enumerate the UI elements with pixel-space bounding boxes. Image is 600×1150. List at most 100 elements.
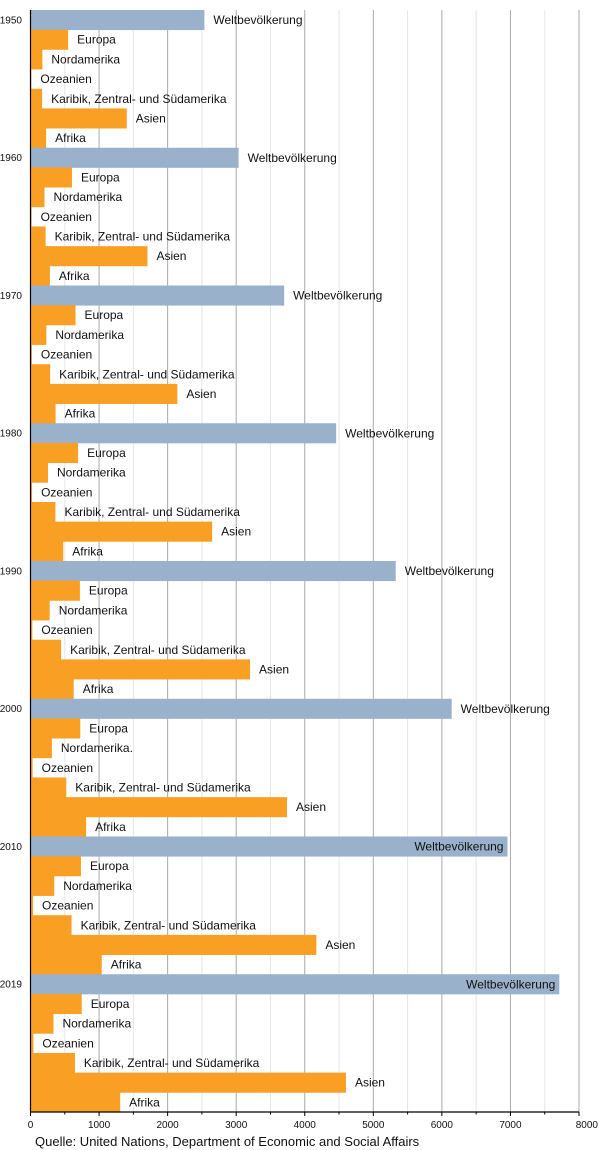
bar-label: Europa [87, 446, 126, 460]
bar-label: Weltbevölkerung [405, 564, 494, 578]
bar-label: Weltbevölkerung [414, 840, 503, 854]
bar-label: Afrika [83, 682, 114, 696]
region-bar [30, 1092, 121, 1113]
world-bar [30, 147, 239, 168]
bar-label: Weltbevölkerung [293, 289, 382, 303]
bar-label: Ozeanien [41, 485, 92, 499]
bar-label: Karibik, Zentral- und Südamerika [64, 505, 240, 519]
world-bar [30, 285, 285, 306]
bar-label: Karibik, Zentral- und Südamerika [55, 230, 231, 244]
source-note: Quelle: United Nations, Department of Ec… [35, 1134, 420, 1149]
bar-label: Weltbevölkerung [248, 151, 337, 165]
bar-label: Afrika [111, 958, 142, 972]
world-bar [30, 698, 452, 719]
bar-label: Asien [156, 249, 186, 263]
region-bar [30, 895, 34, 916]
bar-label: Asien [136, 111, 166, 125]
bar-label: Asien [296, 800, 326, 814]
bar-label: Weltbevölkerung [345, 426, 434, 440]
region-bar [30, 1072, 346, 1093]
region-bar [30, 482, 33, 503]
x-tick-label: 4000 [294, 1120, 317, 1131]
bar-label: Ozeanien [40, 72, 91, 86]
region-bar [30, 738, 52, 759]
region-bar [30, 108, 127, 129]
bar-label: Europa [81, 170, 120, 184]
bar-label: Afrika [129, 1095, 160, 1109]
region-bar [30, 29, 69, 50]
bar-label: Europa [90, 859, 129, 873]
region-bar [30, 226, 46, 247]
bar-label: Ozeanien [41, 623, 92, 637]
bar-label: Karibik, Zentral- und Südamerika [75, 781, 251, 795]
year-label: 2000 [0, 704, 22, 715]
x-tick-label: 7000 [499, 1120, 522, 1131]
region-bar [30, 246, 148, 267]
region-bar [30, 816, 87, 837]
region-bar [30, 600, 50, 621]
bar-label: Ozeanien [41, 348, 92, 362]
bar-label: Nordamerika [57, 466, 126, 480]
bar-label: Asien [221, 525, 251, 539]
bar-label: Karibik, Zentral- und Südamerika [70, 643, 246, 657]
world-bar [30, 10, 205, 31]
bar-label: Weltbevölkerung [461, 702, 550, 716]
year-label: 1990 [0, 566, 22, 577]
bar-label: Nordamerika [51, 52, 120, 66]
region-bar [30, 403, 56, 424]
bar-labels: Weltbevölkerung Europa Nordamerika Ozeanien… [40, 13, 555, 1109]
year-label: 2010 [0, 842, 22, 853]
region-bar [30, 305, 76, 326]
region-bar [30, 934, 317, 955]
bar-label: Nordamerika. [61, 741, 133, 755]
bar-label: Karibik, Zentral- und Südamerika [84, 1056, 260, 1070]
region-bar [30, 639, 62, 660]
world-bar [30, 974, 560, 995]
year-label: 1970 [0, 291, 22, 302]
region-bar [30, 1052, 75, 1074]
bar-label: Karibik, Zentral- und Südamerika [81, 918, 257, 932]
bar-label: Weltbevölkerung [466, 977, 555, 991]
bar-label: Karibik, Zentral- und Südamerika [51, 92, 227, 106]
year-label: 1960 [0, 153, 22, 164]
region-bar [30, 383, 178, 404]
region-bar [30, 777, 67, 798]
bar-label: Weltbevölkerung [213, 13, 302, 27]
region-bar [30, 718, 81, 739]
bar-label: Europa [77, 33, 116, 47]
bar-label: Europa [85, 308, 124, 322]
bar-label: Nordamerika [63, 879, 132, 893]
x-tick-label: 8000 [576, 1120, 599, 1131]
region-bar [30, 364, 51, 385]
bar-label: Asien [355, 1076, 385, 1090]
region-bar [30, 442, 79, 464]
bar-label: Afrika [72, 544, 103, 558]
region-bar [30, 521, 213, 542]
region-bar [30, 856, 81, 877]
bar-label: Nordamerika [55, 328, 124, 342]
x-tick-label: 6000 [431, 1120, 454, 1131]
bar-label: Ozeanien [41, 210, 92, 224]
x-axis: 0 1000 2000 3000 4000 5000 6000 7000 8000 [28, 10, 599, 1131]
region-bar [30, 324, 47, 345]
world-bar [30, 423, 337, 444]
region-bar [30, 265, 50, 286]
region-bar [30, 88, 43, 109]
x-tick-label: 2000 [157, 1120, 180, 1131]
year-label: 2019 [0, 980, 22, 991]
region-bar [30, 1013, 54, 1034]
bar-label: Afrika [95, 820, 126, 834]
bar-label: Europa [91, 997, 130, 1011]
region-bar [30, 757, 33, 778]
x-tick-label: 0 [28, 1120, 34, 1131]
region-bar [30, 954, 102, 975]
bar-label: Nordamerika [59, 603, 128, 617]
x-tick-label: 1000 [88, 1120, 111, 1131]
region-bar [30, 875, 55, 896]
bar-label: Afrika [55, 131, 86, 145]
region-bar [30, 344, 32, 365]
bar-label: Afrika [59, 269, 90, 283]
region-bar [30, 541, 64, 562]
region-bar [30, 620, 33, 641]
region-bar [30, 659, 251, 680]
